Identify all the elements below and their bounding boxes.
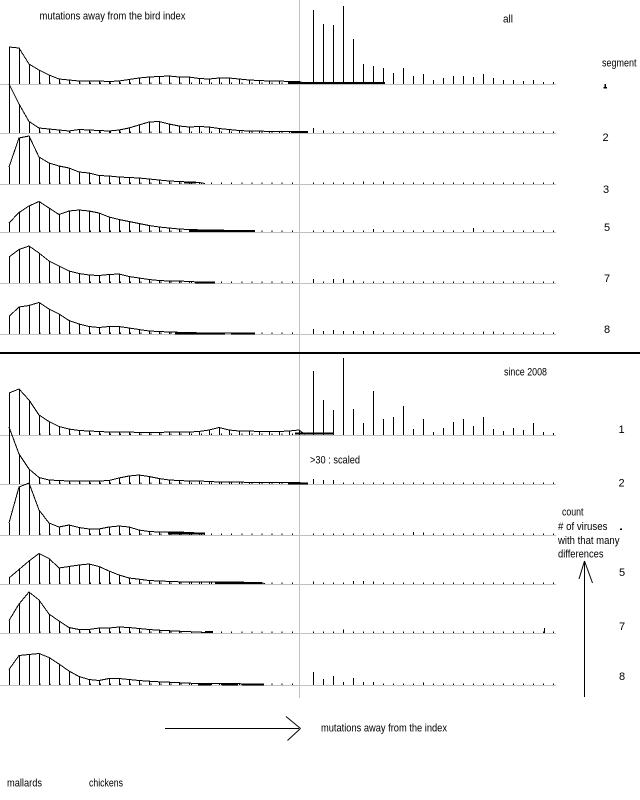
svg-text:2: 2	[603, 132, 609, 144]
svg-text:differences: differences	[558, 549, 604, 561]
svg-text:segment: segment	[602, 58, 637, 70]
svg-text:>30 : scaled: >30 : scaled	[310, 455, 360, 467]
svg-text:7: 7	[604, 273, 610, 285]
svg-text:mutations away from the index: mutations away from the index	[321, 723, 447, 735]
svg-text:8: 8	[619, 671, 625, 683]
svg-text:# of viruses: # of viruses	[558, 521, 608, 533]
svg-text:chickens: chickens	[89, 778, 123, 790]
svg-text:mallards: mallards	[7, 778, 42, 790]
svg-text:with that many: with that many	[557, 535, 620, 547]
svg-text:7: 7	[619, 621, 625, 633]
svg-text:5: 5	[604, 222, 610, 234]
svg-text:since 2008: since 2008	[504, 367, 547, 379]
svg-text:1: 1	[619, 424, 625, 436]
svg-text:all: all	[503, 14, 513, 26]
svg-text:2: 2	[619, 478, 625, 490]
svg-text:3: 3	[603, 184, 609, 196]
svg-text:8: 8	[604, 324, 610, 336]
svg-text:5: 5	[619, 567, 625, 579]
svg-text:count: count	[562, 507, 584, 519]
svg-text:mutations away from the bird i: mutations away from the bird index	[40, 11, 186, 23]
